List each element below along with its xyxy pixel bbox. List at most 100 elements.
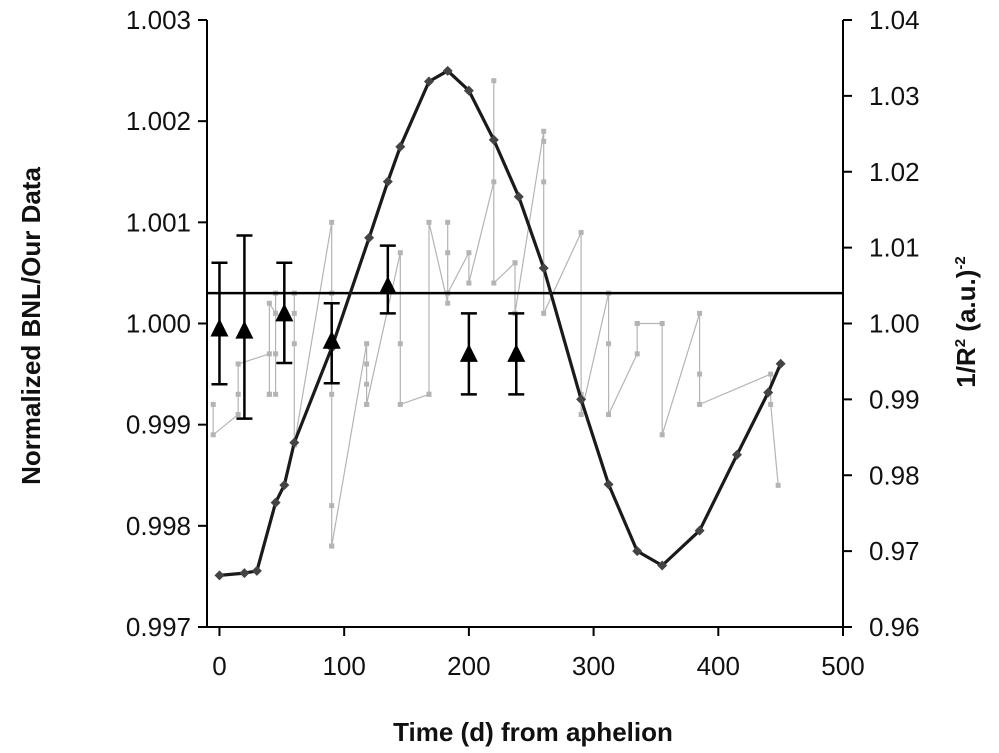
grey-data-point	[397, 401, 403, 407]
triangle-marker	[235, 320, 254, 339]
grey-data-point	[266, 300, 272, 306]
grey-data-point	[541, 179, 547, 185]
grey-data-point	[291, 310, 297, 316]
axes	[198, 19, 852, 636]
diamond-marker	[657, 560, 668, 571]
diamond-marker	[603, 479, 614, 490]
diamond-marker	[513, 191, 524, 202]
diamond-marker	[279, 480, 290, 491]
grey-data-point	[466, 280, 472, 286]
diamond-marker	[694, 525, 705, 536]
grey-data-point	[491, 179, 497, 185]
y-right-tick-label: 1.02	[869, 157, 920, 187]
grey-data-point	[210, 401, 216, 407]
grey-data-point	[491, 280, 497, 286]
grey-data-point	[768, 371, 774, 377]
diamond-marker	[364, 232, 375, 243]
triangle-marker	[459, 343, 478, 362]
grey-data-point	[329, 503, 335, 509]
triangle-marker	[507, 343, 526, 362]
grey-data-point	[235, 361, 241, 367]
diamond-marker	[576, 394, 587, 405]
y-axis-right-title-middle: (a.u.)	[951, 270, 981, 339]
y-right-tick-label: 0.98	[869, 460, 920, 490]
diamond-marker	[442, 65, 453, 76]
diamond-marker	[251, 565, 262, 576]
diamond-marker	[214, 570, 225, 581]
y-right-tick-label: 0.97	[869, 536, 920, 566]
grey-data-point	[291, 341, 297, 347]
x-tick-label: 200	[447, 651, 490, 681]
grey-data-point	[659, 432, 665, 438]
grey-data-point	[235, 412, 241, 418]
grey-data-point	[578, 412, 584, 418]
y-right-tick-label: 1.01	[869, 233, 920, 263]
y-right-tick-label: 0.99	[869, 384, 920, 414]
grey-data-point	[541, 138, 547, 144]
y-left-tick-label: 0.999	[126, 410, 191, 440]
x-tick-label: 400	[697, 651, 740, 681]
diamond-marker	[732, 449, 742, 460]
grey-data-point	[445, 300, 451, 306]
y-axis-right-title: 1/R2 (a.u.)-2	[951, 256, 981, 388]
grey-data-point	[397, 341, 403, 347]
y-left-tick-label: 0.998	[126, 511, 191, 541]
y-axis-right-title-sup2: -2	[952, 256, 969, 269]
y-right-tick-label: 1.03	[869, 81, 920, 111]
grey-data-point	[659, 321, 665, 326]
grey-data-point	[235, 391, 241, 397]
grey-data-point	[466, 250, 472, 256]
grey-data-point	[606, 412, 612, 418]
grey-data-point	[697, 310, 703, 316]
grey-data-point	[364, 381, 370, 387]
grey-data-point	[273, 351, 279, 357]
grey-data-point	[329, 391, 335, 397]
triangle-marker	[275, 303, 294, 322]
grey-data-point	[541, 310, 547, 316]
grey-data-point	[491, 78, 497, 84]
y-right-tick-label: 0.96	[869, 612, 920, 642]
y-axis-right-title-base: 1/R	[951, 347, 981, 388]
grey-data-point	[329, 543, 335, 549]
y-axis-left-title: Normalized BNL/Our Data	[16, 167, 46, 485]
diamond-marker	[538, 263, 549, 274]
grey-data-point	[512, 260, 518, 266]
grey-data-point	[697, 371, 703, 377]
y-right-tick-label: 1.00	[869, 309, 920, 339]
grey-data-point	[445, 219, 451, 225]
grey-data-point	[697, 401, 703, 407]
diamond-marker	[775, 358, 786, 369]
grey-data-point	[578, 229, 584, 235]
diamond-marker	[488, 134, 499, 145]
diamond-marker	[395, 141, 406, 152]
grey-data-point	[634, 321, 640, 326]
grey-data-point	[266, 391, 272, 397]
x-tick-label: 300	[572, 651, 615, 681]
triangle-marker	[322, 330, 341, 349]
diamond-marker	[239, 568, 250, 579]
triangle-marker	[210, 318, 229, 337]
y-left-tick-label: 1.000	[126, 309, 191, 339]
grey-data-point	[364, 401, 370, 407]
y-left-tick-label: 0.997	[126, 612, 191, 642]
x-tick-label: 0	[212, 651, 226, 681]
diamond-marker	[632, 546, 643, 557]
grey-data-point	[364, 341, 370, 347]
grey-data-point	[634, 351, 640, 357]
grey-data-point	[364, 361, 370, 367]
grey-data-series	[210, 78, 781, 549]
diamond-marker	[270, 497, 281, 508]
grey-data-point	[775, 482, 781, 488]
y-left-tick-label: 1.001	[126, 207, 191, 237]
grey-data-point	[426, 219, 432, 225]
grey-data-point	[426, 391, 432, 397]
x-axis-title: Time (d) from aphelion	[393, 717, 673, 747]
y-left-tick-label: 1.002	[126, 106, 191, 136]
bnl-ratio-series	[210, 234, 526, 420]
x-tick-label: 500	[821, 651, 864, 681]
y-left-tick-label: 1.003	[126, 5, 191, 35]
diamond-marker	[463, 85, 474, 96]
grey-data-point	[768, 401, 774, 407]
tick-labels: 0 100 200 300 400 500 0.997 0.998 0.999 1.000 1.00…	[126, 5, 920, 681]
